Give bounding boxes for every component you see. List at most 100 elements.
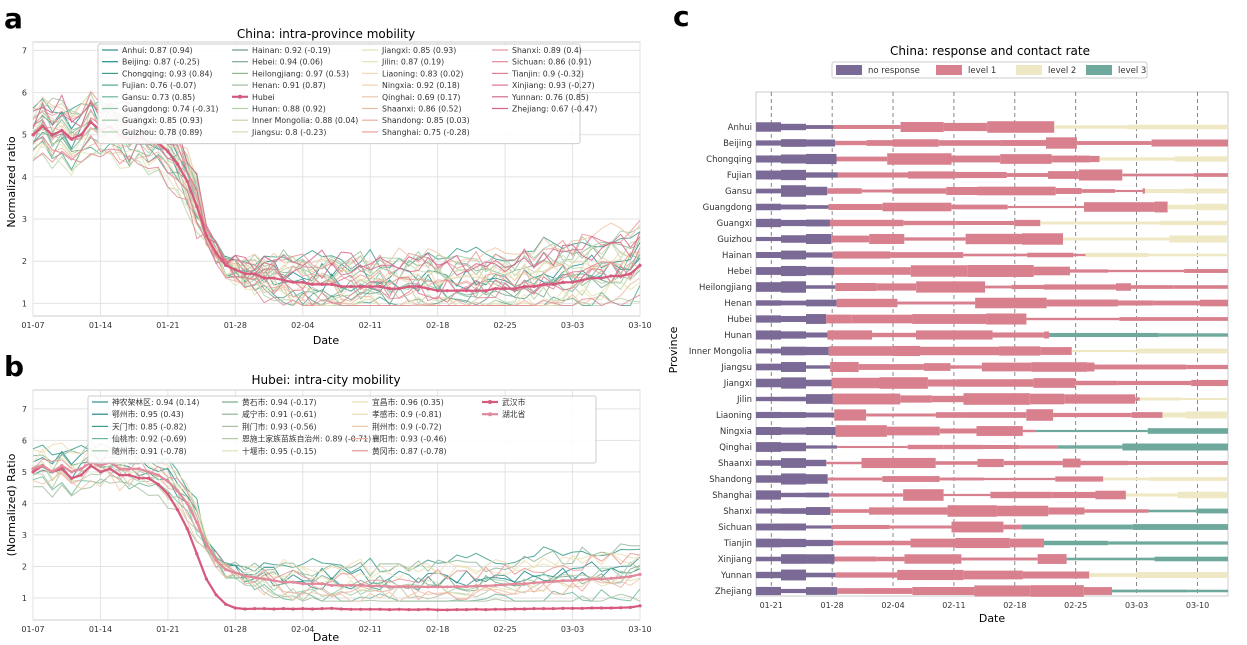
panel-c-segment xyxy=(837,172,908,178)
panel-a-highlight-point xyxy=(378,284,382,289)
panel-b-highlight-point xyxy=(41,464,45,468)
panel-b-ticks: 01-07 01-14 01-21 01-28 02-04 02-11 02-18 02-25… xyxy=(21,405,651,634)
panel-c-segment xyxy=(1200,299,1228,307)
panel-c-segment xyxy=(806,412,835,418)
panel-b-highlight-point xyxy=(330,606,334,610)
panel-c-segment xyxy=(1108,541,1228,545)
panel-b-highlight-point xyxy=(638,604,642,608)
panel-c-segment xyxy=(1135,397,1140,401)
panel-c-x-tick-label: 02-18 xyxy=(1003,601,1026,610)
panel-a-legend-label: Guangdong: 0.74 (-0.31) xyxy=(122,105,218,114)
panel-c-x-tick-label: 01-21 xyxy=(760,601,783,610)
panel-c-segment xyxy=(892,345,920,357)
panel-c-segment xyxy=(927,379,958,387)
panel-c-segment xyxy=(967,265,1034,277)
panel-b-highlight-point xyxy=(291,607,295,611)
panel-b-highlight-point xyxy=(166,479,170,483)
panel-c-segment xyxy=(963,253,1028,257)
panel-c-segment xyxy=(806,153,837,165)
panel-c-segment xyxy=(831,235,870,243)
panel-c-segment xyxy=(1033,266,1070,276)
panel-c-province-label: Fujian xyxy=(727,171,752,181)
panel-c-segment xyxy=(1111,589,1189,593)
panel-c-segment xyxy=(1046,137,1077,149)
panel-c-segment xyxy=(835,282,877,292)
panel-b-highlight-point xyxy=(214,593,218,597)
panel-b-highlight-point xyxy=(118,467,122,471)
panel-c-segment xyxy=(827,330,873,340)
panel-b-highlight-point xyxy=(532,581,536,585)
panel-b-highlight-point xyxy=(310,607,315,611)
panel-c-segment xyxy=(1029,393,1065,405)
panel-c-segment xyxy=(781,396,806,402)
panel-c-province-label: Shanghai xyxy=(712,491,752,501)
panel-a-y-tick-label: 7 xyxy=(22,46,27,55)
panel-c-segment xyxy=(904,554,962,564)
panel-b-highlight-point xyxy=(185,527,189,531)
panel-c-segment xyxy=(806,125,834,129)
panel-b-highlight-point xyxy=(166,492,170,496)
panel-c-segment xyxy=(1076,141,1152,145)
panel-a-legend-label: Liaoning: 0.83 (0.02) xyxy=(382,69,463,78)
panel-c-x-tick-label: 01-28 xyxy=(821,601,844,610)
panel-c-segment xyxy=(935,412,970,418)
panel-b-highlight-point xyxy=(301,607,305,611)
panel-c-segment xyxy=(781,331,806,339)
panel-c-segment xyxy=(806,346,829,356)
panel-c-segment xyxy=(975,297,1047,309)
panel-c-segment xyxy=(886,426,940,436)
panel-b-highlight-point xyxy=(638,572,642,576)
panel-c-segment xyxy=(756,571,781,579)
panel-b-legend-marker xyxy=(488,412,492,417)
panel-c-segment xyxy=(1084,509,1149,513)
panel-b-highlight-point xyxy=(224,602,228,606)
panel-c-segment xyxy=(1085,252,1149,258)
panel-c-legend-label: level 1 xyxy=(968,66,996,76)
panel-b-highlight-point xyxy=(387,608,392,612)
panel-a-highlight-point xyxy=(310,282,315,286)
panel-c-segment xyxy=(756,378,781,388)
panel-c-segment xyxy=(833,125,901,129)
panel-b-highlight-point xyxy=(580,578,584,582)
panel-c-segment xyxy=(834,267,911,275)
panel-b-highlight-point xyxy=(484,608,488,612)
panel-b-highlight-point xyxy=(590,577,594,581)
panel-c-segment xyxy=(1000,140,1047,146)
panel-c-segment xyxy=(781,265,806,277)
panel-c-segment xyxy=(833,540,911,546)
panel-b-highlight-point xyxy=(175,508,180,512)
panel-c-segment xyxy=(1169,235,1228,243)
panel-b-highlight-point xyxy=(455,585,459,589)
panel-c-segment xyxy=(1103,477,1150,481)
panel-c-segment xyxy=(861,189,893,193)
panel-a-legend-label: Shaanxi: 0.86 (0.52) xyxy=(382,105,462,114)
panel-c-segment xyxy=(781,123,806,131)
panel-a-legend-label: Henan: 0.91 (0.87) xyxy=(252,81,326,90)
panel-c-segment xyxy=(876,556,905,562)
panel-c-segment xyxy=(781,473,806,485)
panel-c-legend-swatch xyxy=(1086,65,1112,75)
panel-a-highlight-point xyxy=(484,289,488,293)
panel-c-segment xyxy=(1057,445,1123,449)
panel-b-highlight-point xyxy=(301,582,305,586)
panel-c-segment xyxy=(806,426,836,436)
panel-c-segment xyxy=(828,204,883,210)
panel-c-segment xyxy=(1022,429,1036,433)
panel-c-segment xyxy=(939,428,977,434)
panel-c-province-label: Guizhou xyxy=(717,235,752,245)
panel-c-segment xyxy=(1117,380,1192,386)
panel-b-highlight-point xyxy=(378,607,382,611)
panel-c-segment xyxy=(1007,205,1085,209)
panel-a-highlight-point xyxy=(185,179,189,183)
panel-c-segment xyxy=(806,445,837,449)
panel-c-segment xyxy=(756,122,781,132)
panel-c-segment xyxy=(1075,380,1118,386)
panel-b-highlight-point xyxy=(542,607,546,611)
panel-c-segment xyxy=(982,444,1020,450)
panel-b-highlight-point xyxy=(272,607,276,611)
panel-a-highlight-point xyxy=(590,276,594,280)
panel-a-highlight-point xyxy=(570,280,575,284)
panel-c-segment xyxy=(806,314,827,324)
panel-c-segment xyxy=(1022,571,1090,579)
panel-a-legend-label: Inner Mongolia: 0.88 (0.04) xyxy=(252,116,358,125)
